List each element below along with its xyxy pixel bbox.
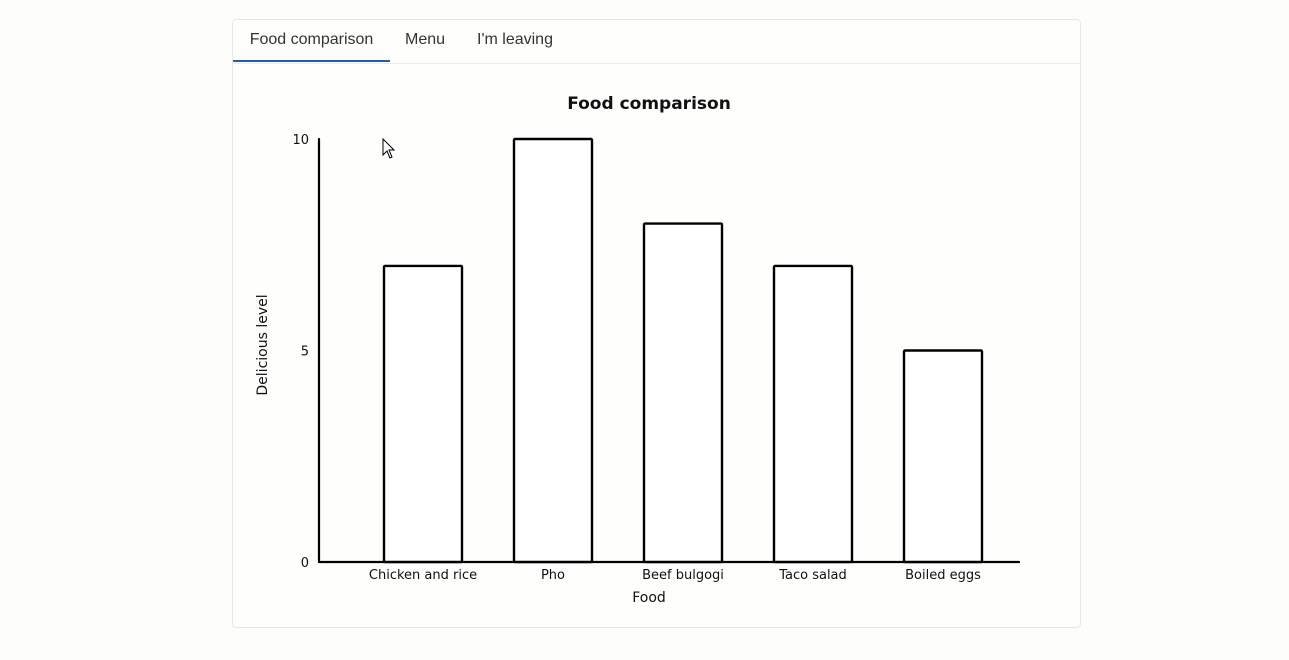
x-tick-label: Beef bulgogi [642,568,724,583]
mouse-cursor-icon [382,138,396,159]
x-axis-label: Food [632,590,666,606]
bar-3 [772,264,854,564]
x-tick-label: Pho [541,568,565,583]
tab-menu[interactable]: Menu [404,31,446,48]
x-tick-label: Chicken and rice [369,568,477,583]
y-tick-label: 5 [301,345,309,360]
bar-1 [512,137,594,564]
x-tick-label: Taco salad [778,568,847,583]
bar-0 [382,264,464,564]
y-axis-label: Delicious level [255,294,271,395]
chart-title: Food comparison [567,94,731,114]
bar-4 [902,349,984,564]
tab-food-comparison[interactable]: Food comparison [233,20,390,62]
y-tick-label: 0 [301,556,309,571]
bar-2 [642,222,724,564]
x-tick-label: Boiled eggs [905,568,981,583]
tab-im-leaving[interactable]: I'm leaving [477,31,553,48]
tab-bar: Food comparison Menu I'm leaving [233,20,1080,64]
y-tick-label: 10 [292,133,309,148]
